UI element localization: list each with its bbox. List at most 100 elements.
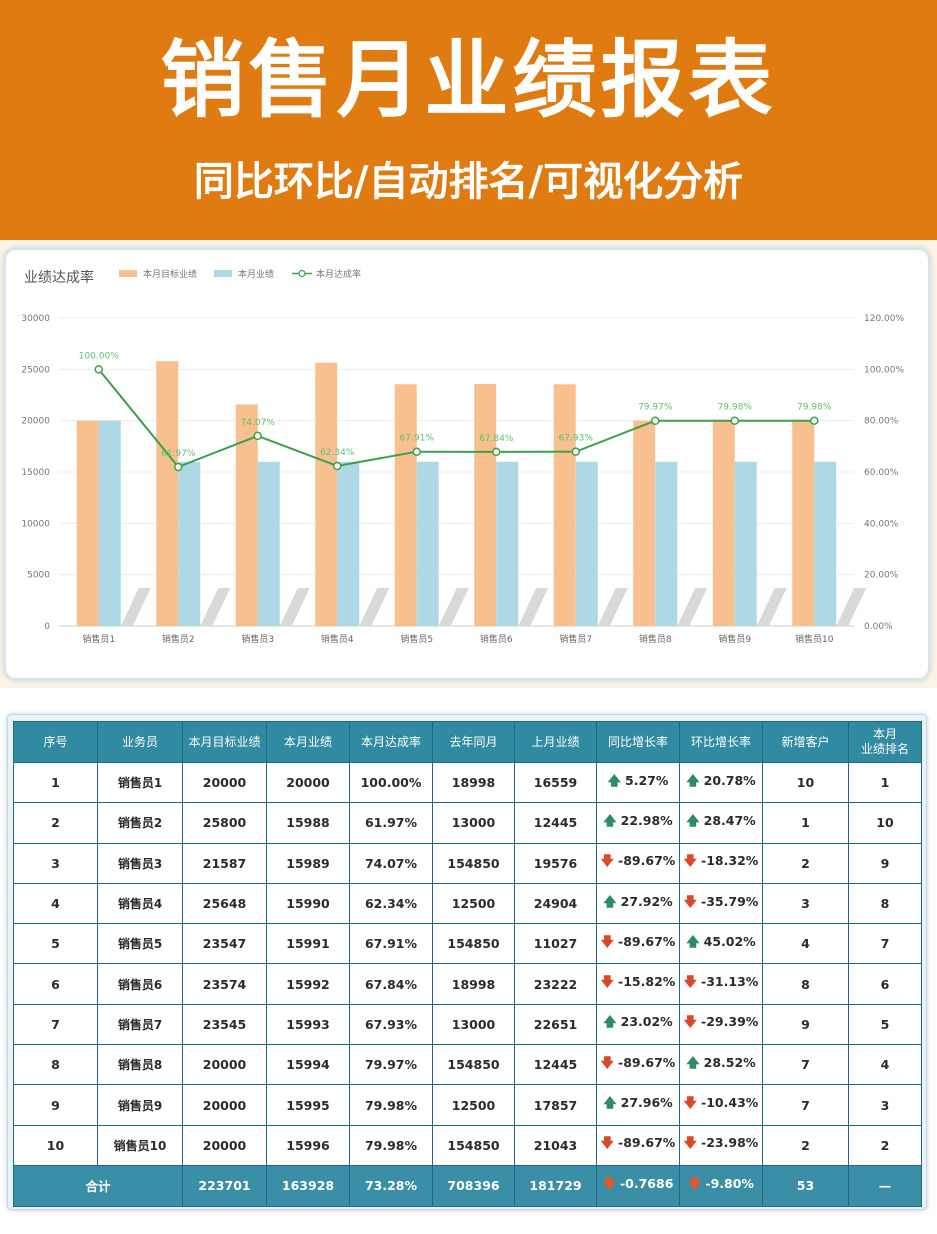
- legend-swatch-2: [214, 270, 232, 277]
- arrow-down-icon: 🡇: [683, 1096, 698, 1112]
- row-mom-value: -31.13%: [701, 974, 759, 990]
- target-bar: [235, 404, 258, 626]
- row-new-customers: 8: [762, 963, 849, 1005]
- table-body: 1 销售员1 20000 20000 100.00% 18998 16559 🡅 5.27% 🡅 2…: [13, 761, 922, 1166]
- x-tick-label: 销售员9: [718, 633, 751, 645]
- total-actual: 163928: [266, 1164, 350, 1207]
- rate-point: [571, 447, 580, 456]
- row-mom-value: -29.39%: [701, 1014, 759, 1030]
- row-name: 销售员8: [97, 1044, 183, 1086]
- legend-label-3: 本月达成率: [316, 268, 361, 280]
- rate-data-label: 62.34%: [320, 448, 355, 458]
- arrow-down-icon: 🡇: [600, 1055, 615, 1071]
- y-right-tick-label: 60.00%: [864, 468, 899, 478]
- chart-card: 业绩达成率 本月目标业绩 本月业绩 本月达成率 0 0.00% 5000 20.00% 1000…: [4, 248, 930, 680]
- y-right-tick-label: 40.00%: [864, 519, 899, 529]
- y-right-tick-label: 20.00%: [864, 571, 899, 581]
- row-no: 10: [13, 1124, 98, 1166]
- arrow-down-icon: 🡇: [683, 1136, 698, 1152]
- total-rate: 73.28%: [349, 1164, 433, 1207]
- total-yoy-value: -0.7686: [619, 1175, 674, 1191]
- arrow-down-icon: 🡇: [683, 894, 698, 910]
- actual-bar: [575, 461, 598, 626]
- x-tick-label: 销售员8: [639, 633, 672, 645]
- arrow-up-icon: 🡅: [686, 934, 700, 950]
- row-mom: 🡅 45.02%: [679, 923, 763, 965]
- row-target: 21587: [182, 842, 267, 884]
- rate-point: [253, 431, 262, 441]
- row-mom-value: -10.43%: [701, 1095, 759, 1111]
- row-rank: 8: [848, 882, 922, 925]
- row-actual: 15989: [266, 842, 350, 884]
- row-mom-value: 28.47%: [703, 812, 756, 828]
- rate-point: [94, 365, 103, 374]
- arrow-down-icon: 🡇: [600, 854, 615, 870]
- row-no: 3: [13, 842, 98, 884]
- row-target: 23545: [182, 1003, 267, 1046]
- row-mom-value: -18.32%: [701, 853, 759, 869]
- arrow-down-icon: 🡇: [688, 1176, 702, 1192]
- rate-data-label: 67.84%: [479, 434, 514, 444]
- actual-bar: [178, 461, 201, 626]
- total-last-month: 181729: [514, 1164, 597, 1207]
- y-right-tick-label: 100.00%: [864, 365, 904, 375]
- row-target: 20000: [182, 1044, 267, 1086]
- row-mom-value: 20.78%: [703, 772, 756, 788]
- row-actual: 15991: [266, 923, 350, 965]
- report-title: 销售月业绩报表: [160, 30, 777, 129]
- row-rate: 79.98%: [349, 1084, 433, 1126]
- row-actual: 20000: [266, 761, 350, 804]
- rate-point: [333, 461, 342, 471]
- row-yoy: 🡇 -89.67%: [596, 1044, 680, 1086]
- total-yoy: 🡇 -0.7686: [596, 1164, 680, 1207]
- legend-marker: [298, 269, 306, 278]
- bar-shadow: [756, 588, 787, 626]
- row-new-customers: 4: [762, 923, 849, 965]
- table-row: 8 销售员8 20000 15994 79.97% 154850 12445 🡇 -89.67%…: [13, 1044, 922, 1086]
- row-actual: 15988: [266, 802, 350, 844]
- total-label: 合计: [13, 1164, 183, 1207]
- row-rate: 79.98%: [349, 1124, 433, 1166]
- row-rank: 2: [848, 1124, 922, 1166]
- bar-shadow: [200, 588, 231, 626]
- target-bar: [315, 362, 338, 626]
- row-rate: 79.97%: [349, 1044, 433, 1086]
- row-actual: 15990: [266, 882, 350, 925]
- target-bar: [792, 420, 815, 626]
- total-mom: 🡇 -9.80%: [679, 1164, 763, 1207]
- row-yoy-value: 5.27%: [625, 772, 669, 788]
- bar-shadow: [359, 588, 390, 626]
- x-tick-label: 销售员6: [480, 633, 513, 645]
- row-name: 销售员6: [97, 963, 183, 1005]
- row-last-year: 18998: [432, 963, 515, 1005]
- row-actual: 15994: [266, 1044, 350, 1086]
- row-yoy: 🡇 -89.67%: [596, 1124, 680, 1166]
- arrow-up-icon: 🡅: [686, 773, 700, 789]
- actual-bar: [814, 461, 837, 626]
- rate-data-label: 79.97%: [638, 403, 673, 413]
- row-actual: 15992: [266, 963, 350, 1005]
- bar-shadow: [438, 588, 469, 626]
- bar-shadow: [836, 588, 867, 626]
- row-last-month: 12445: [514, 1044, 597, 1086]
- actual-bar: [496, 461, 519, 626]
- row-new-customers: 9: [762, 1003, 849, 1046]
- arrow-down-icon: 🡇: [602, 1176, 616, 1192]
- y-left-tick-label: 10000: [21, 519, 50, 529]
- total-row: 合计 223701 163928 73.28% 708396 181729 🡇 -…: [13, 1164, 922, 1207]
- row-no: 2: [13, 802, 98, 844]
- y-left-tick-label: 30000: [21, 314, 50, 324]
- row-last-month: 24904: [514, 882, 597, 925]
- rate-line: [97, 368, 815, 469]
- bar-shadow: [120, 588, 151, 626]
- rate-point: [174, 462, 183, 472]
- row-new-customers: 2: [762, 842, 849, 884]
- title-banner: 销售月业绩报表 同比环比/自动排名/可视化分析: [0, 0, 937, 240]
- row-yoy: 🡇 -15.82%: [596, 963, 680, 1005]
- header-rate: 本月达成率: [349, 721, 433, 763]
- arrow-up-icon: 🡅: [686, 813, 700, 829]
- row-rate: 67.91%: [349, 923, 433, 965]
- chart-title: 业绩达成率: [24, 269, 94, 286]
- row-no: 4: [13, 882, 98, 925]
- row-mom: 🡅 20.78%: [679, 761, 763, 804]
